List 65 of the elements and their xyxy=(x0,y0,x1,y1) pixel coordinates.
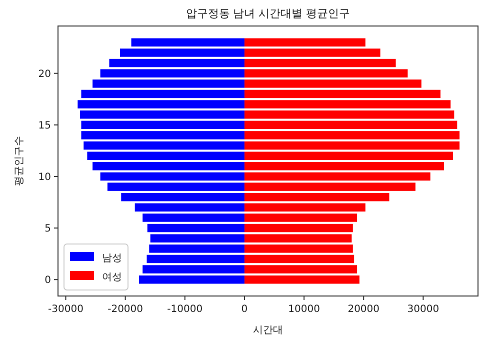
bar xyxy=(244,192,390,202)
bar xyxy=(244,224,353,232)
chart-title: 압구정동 남녀 시간대별 평균인구 xyxy=(186,7,350,20)
bar xyxy=(244,182,416,191)
bar xyxy=(100,69,244,78)
bar xyxy=(244,162,444,170)
x-tick-label: 0 xyxy=(241,304,248,315)
bar xyxy=(244,234,352,242)
bar xyxy=(81,120,244,130)
bar xyxy=(149,244,244,253)
bar xyxy=(107,182,244,191)
bar xyxy=(92,162,244,170)
bar xyxy=(244,254,354,264)
bar xyxy=(244,80,422,88)
x-axis-title: 시간대 xyxy=(253,325,283,336)
bar xyxy=(244,265,358,274)
bar xyxy=(87,152,244,160)
bar xyxy=(120,48,244,57)
bar xyxy=(131,38,244,47)
bar xyxy=(100,172,244,181)
y-tick-label: 15 xyxy=(38,120,51,132)
bar xyxy=(134,203,244,212)
y-tick-label: 5 xyxy=(44,224,51,235)
bar xyxy=(142,214,244,222)
bar xyxy=(244,244,353,253)
legend-label: 남성 xyxy=(102,253,122,264)
y-tick-label: 20 xyxy=(38,68,51,80)
bar xyxy=(244,69,408,78)
bar xyxy=(244,38,366,47)
bar xyxy=(244,275,360,284)
y-tick-label: 0 xyxy=(44,275,51,286)
bar xyxy=(84,141,244,150)
x-tick-label: -30000 xyxy=(48,304,84,315)
x-tick-label: 10000 xyxy=(288,304,320,315)
bar xyxy=(244,214,358,222)
bar xyxy=(139,275,244,284)
bar xyxy=(147,224,244,232)
bar xyxy=(244,131,460,140)
x-tick-label: -20000 xyxy=(108,304,144,315)
bar xyxy=(80,110,244,119)
y-tick-label: 10 xyxy=(38,172,51,183)
bar xyxy=(244,90,440,98)
bar xyxy=(244,100,451,108)
bar xyxy=(244,48,380,57)
bar xyxy=(109,58,244,68)
bar xyxy=(244,203,366,212)
legend-label: 여성 xyxy=(102,272,122,283)
bar xyxy=(244,141,460,150)
bar xyxy=(244,110,454,119)
bar xyxy=(81,90,244,98)
bar xyxy=(81,131,244,140)
x-tick-label: -10000 xyxy=(167,304,203,315)
bar xyxy=(78,100,244,108)
bar xyxy=(121,192,244,202)
bar xyxy=(244,152,453,160)
bar xyxy=(146,254,244,264)
x-tick-label: 20000 xyxy=(348,304,380,315)
bar xyxy=(244,120,458,130)
bar xyxy=(142,265,244,274)
y-axis-title: 평균인구수 xyxy=(14,136,25,186)
bar xyxy=(244,172,430,181)
bar xyxy=(92,80,244,88)
x-tick-label: 30000 xyxy=(407,304,440,315)
bar xyxy=(150,234,244,242)
bar xyxy=(244,58,396,68)
